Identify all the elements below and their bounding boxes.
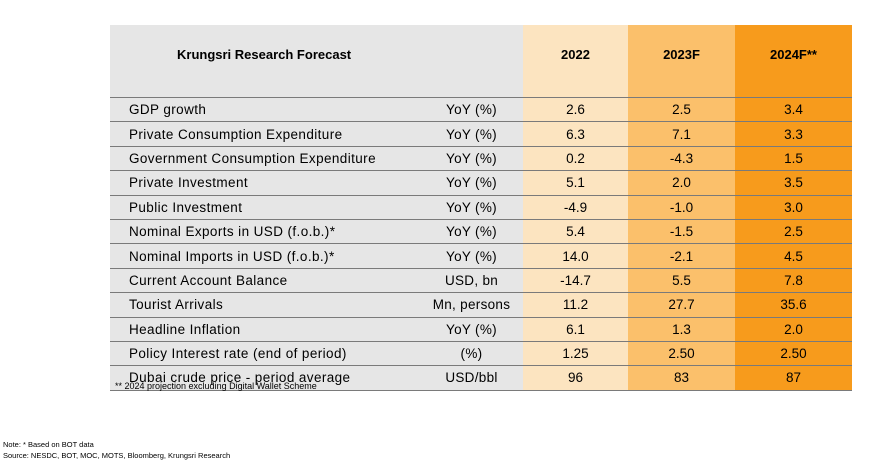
value-2024f: 2.5 <box>735 218 852 244</box>
row-unit: YoY (%) <box>420 145 523 171</box>
value-2022: 11.2 <box>523 292 628 318</box>
value-2024f: 3.5 <box>735 170 852 196</box>
row-label: Government Consumption Expenditure <box>110 145 420 171</box>
data-note: Note: * Based on BOT data <box>3 440 94 449</box>
value-2023f: 27.7 <box>628 292 735 318</box>
value-2024f: 2.50 <box>735 340 852 366</box>
row-label: Tourist Arrivals <box>110 292 420 318</box>
value-2023f: 5.5 <box>628 267 735 293</box>
row-unit: (%) <box>420 340 523 366</box>
value-2022: 1.25 <box>523 340 628 366</box>
source-note: Source: NESDC, BOT, MOC, MOTS, Bloomberg… <box>3 451 231 460</box>
year-header-2024f: 2024F** <box>735 25 852 83</box>
row-label: Policy Interest rate (end of period) <box>110 340 420 366</box>
row-label: Nominal Imports in USD (f.o.b.)* <box>110 243 420 269</box>
table-row: Current Account Balance USD, bn -14.7 5.… <box>110 267 852 293</box>
row-unit: YoY (%) <box>420 218 523 244</box>
row-label: Headline Inflation <box>110 316 420 342</box>
table-row: Headline Inflation YoY (%) 6.1 1.3 2.0 <box>110 316 852 342</box>
row-unit: YoY (%) <box>420 96 523 122</box>
value-2023f: 2.5 <box>628 96 735 122</box>
projection-footnote: ** 2024 projection excluding Digital Wal… <box>115 381 317 391</box>
value-2022: 96 <box>523 365 628 391</box>
table-row: Nominal Exports in USD (f.o.b.)* YoY (%)… <box>110 218 852 244</box>
row-unit: USD, bn <box>420 267 523 293</box>
row-unit: YoY (%) <box>420 243 523 269</box>
value-2022: 6.1 <box>523 316 628 342</box>
row-label: Public Investment <box>110 194 420 220</box>
table-row: Nominal Imports in USD (f.o.b.)* YoY (%)… <box>110 243 852 269</box>
table-row: GDP growth YoY (%) 2.6 2.5 3.4 <box>110 96 852 122</box>
value-2024f: 3.3 <box>735 121 852 147</box>
notes-block: Note: * Based on BOT data Source: NESDC,… <box>3 439 230 461</box>
year-header-2023f: 2023F <box>628 25 735 83</box>
year-header-2022: 2022 <box>523 25 628 83</box>
table-row: Policy Interest rate (end of period) (%)… <box>110 340 852 366</box>
row-label: GDP growth <box>110 96 420 122</box>
row-label: Nominal Exports in USD (f.o.b.)* <box>110 218 420 244</box>
value-2023f: 2.0 <box>628 170 735 196</box>
value-2023f: 2.50 <box>628 340 735 366</box>
table-row: Tourist Arrivals Mn, persons 11.2 27.7 3… <box>110 292 852 318</box>
value-2022: -4.9 <box>523 194 628 220</box>
table-row: Dubai crude price - period average USD/b… <box>110 365 852 391</box>
value-2024f: 87 <box>735 365 852 391</box>
row-label: Private Consumption Expenditure <box>110 121 420 147</box>
value-2022: 14.0 <box>523 243 628 269</box>
value-2022: 2.6 <box>523 96 628 122</box>
forecast-table: Krungsri Research Forecast 2022 2023F 20… <box>110 25 852 391</box>
row-unit: YoY (%) <box>420 194 523 220</box>
table-title: Krungsri Research Forecast <box>110 25 420 83</box>
value-2024f: 7.8 <box>735 267 852 293</box>
table-row: Government Consumption Expenditure YoY (… <box>110 145 852 171</box>
table-row: Public Investment YoY (%) -4.9 -1.0 3.0 <box>110 194 852 220</box>
row-unit: Mn, persons <box>420 292 523 318</box>
value-2022: 5.1 <box>523 170 628 196</box>
row-unit: YoY (%) <box>420 316 523 342</box>
row-label: Current Account Balance <box>110 267 420 293</box>
value-2023f: 7.1 <box>628 121 735 147</box>
row-unit: YoY (%) <box>420 121 523 147</box>
row-unit: USD/bbl <box>420 365 523 391</box>
row-label: Private Investment <box>110 170 420 196</box>
value-2023f: -2.1 <box>628 243 735 269</box>
value-2024f: 2.0 <box>735 316 852 342</box>
value-2023f: 1.3 <box>628 316 735 342</box>
value-2023f: 83 <box>628 365 735 391</box>
value-2024f: 4.5 <box>735 243 852 269</box>
row-label: Dubai crude price - period average <box>110 365 420 391</box>
table-header-row: Krungsri Research Forecast 2022 2023F 20… <box>110 25 852 83</box>
value-2022: 6.3 <box>523 121 628 147</box>
value-2023f: -4.3 <box>628 145 735 171</box>
value-2023f: -1.0 <box>628 194 735 220</box>
value-2024f: 3.0 <box>735 194 852 220</box>
table-row: Private Investment YoY (%) 5.1 2.0 3.5 <box>110 170 852 196</box>
header-spacer <box>110 83 852 98</box>
value-2024f: 1.5 <box>735 145 852 171</box>
value-2024f: 35.6 <box>735 292 852 318</box>
value-2022: 5.4 <box>523 218 628 244</box>
value-2022: 0.2 <box>523 145 628 171</box>
table-row: Private Consumption Expenditure YoY (%) … <box>110 121 852 147</box>
unit-header <box>420 25 523 83</box>
value-2023f: -1.5 <box>628 218 735 244</box>
row-unit: YoY (%) <box>420 170 523 196</box>
value-2022: -14.7 <box>523 267 628 293</box>
value-2024f: 3.4 <box>735 96 852 122</box>
